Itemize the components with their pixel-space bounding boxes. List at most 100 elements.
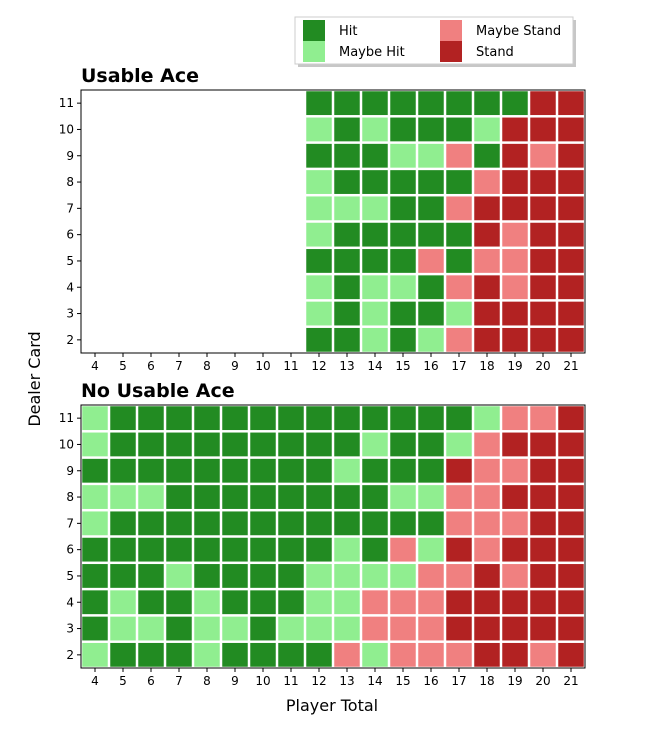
heatmap-cell xyxy=(558,511,584,536)
heatmap-cell xyxy=(418,117,444,142)
heatmap-cell xyxy=(362,275,388,300)
heatmap-cell xyxy=(166,616,192,641)
heatmap-cell xyxy=(306,590,332,615)
y-tick-label: 7 xyxy=(66,201,74,215)
heatmap-cell xyxy=(110,458,136,483)
heatmap-cell xyxy=(418,301,444,326)
heatmap-cell xyxy=(418,196,444,221)
heatmap-cell xyxy=(558,170,584,194)
heatmap-cell xyxy=(418,249,444,273)
heatmap-cell xyxy=(446,642,472,667)
y-tick-label: 3 xyxy=(66,622,74,636)
heatmap-cell xyxy=(278,458,304,483)
heatmap-cell xyxy=(390,458,416,483)
heatmap-cell xyxy=(166,590,192,615)
heatmap-cell xyxy=(530,170,556,194)
heatmap-cell xyxy=(250,537,276,562)
heatmap-cell xyxy=(278,537,304,562)
heatmap-cell xyxy=(306,327,332,352)
x-tick-label: 16 xyxy=(423,674,438,688)
heatmap-cell xyxy=(558,432,584,457)
heatmap-cell xyxy=(334,616,360,641)
heatmap-cell xyxy=(110,511,136,536)
heatmap-cell xyxy=(362,143,388,168)
heatmap-cell xyxy=(110,590,136,615)
heatmap-cell xyxy=(306,485,332,509)
heatmap-cell xyxy=(306,301,332,326)
heatmap-cell xyxy=(250,406,276,431)
heatmap-cell xyxy=(418,432,444,457)
heatmap-cell xyxy=(446,406,472,431)
x-tick-label: 6 xyxy=(147,359,155,373)
heatmap-cell xyxy=(306,275,332,300)
heatmap-cell xyxy=(530,327,556,352)
heatmap-cell xyxy=(558,485,584,509)
heatmap-cell xyxy=(390,170,416,194)
heatmap-cell xyxy=(418,590,444,615)
heatmap-cell xyxy=(446,91,472,116)
heatmap-cell xyxy=(502,537,528,562)
heatmap-cell xyxy=(502,406,528,431)
x-tick-label: 13 xyxy=(339,359,354,373)
x-tick-label: 12 xyxy=(311,674,326,688)
heatmap-cell xyxy=(530,642,556,667)
heatmap-cell xyxy=(558,222,584,247)
x-tick-label: 19 xyxy=(507,674,522,688)
heatmap-cell xyxy=(530,616,556,641)
heatmap-cell xyxy=(82,511,108,536)
heatmap-cell xyxy=(530,406,556,431)
heatmap-cell xyxy=(222,564,248,588)
x-tick-label: 4 xyxy=(91,674,99,688)
heatmap-cell xyxy=(558,458,584,483)
x-axis-label: Player Total xyxy=(286,696,378,715)
y-tick-label: 11 xyxy=(59,411,74,425)
heatmap-cell xyxy=(530,143,556,168)
heatmap-cell xyxy=(278,511,304,536)
heatmap-cell xyxy=(530,249,556,273)
heatmap-cell xyxy=(446,249,472,273)
heatmap-cell xyxy=(418,458,444,483)
heatmap-cell xyxy=(194,616,220,641)
heatmap-cell xyxy=(166,406,192,431)
heatmap-cell xyxy=(558,117,584,142)
legend-swatch xyxy=(440,41,462,62)
heatmap-cell xyxy=(558,406,584,431)
heatmap-cell xyxy=(362,91,388,116)
plot-border xyxy=(80,89,586,354)
legend-label: Maybe Hit xyxy=(339,45,405,60)
heatmap-cell xyxy=(418,616,444,641)
heatmap-cell xyxy=(530,91,556,116)
heatmap-cell xyxy=(278,485,304,509)
heatmap-cell xyxy=(306,642,332,667)
heatmap-cell xyxy=(390,616,416,641)
heatmap-cell xyxy=(362,301,388,326)
heatmap-cell xyxy=(362,117,388,142)
heatmap-cell xyxy=(334,432,360,457)
heatmap-cell xyxy=(502,143,528,168)
heatmap-cell xyxy=(334,196,360,221)
heatmap-cell xyxy=(418,564,444,588)
heatmap-cell xyxy=(362,458,388,483)
heatmap-cell xyxy=(558,564,584,588)
x-tick-label: 21 xyxy=(563,359,578,373)
heatmap-cell xyxy=(250,642,276,667)
heatmap-cell xyxy=(474,537,500,562)
heatmap-cell xyxy=(390,590,416,615)
x-tick-label: 21 xyxy=(563,674,578,688)
heatmap-cell xyxy=(418,327,444,352)
heatmap-cell xyxy=(82,458,108,483)
heatmap-cell xyxy=(446,485,472,509)
heatmap-cell xyxy=(502,170,528,194)
heatmap-cell xyxy=(306,143,332,168)
x-tick-label: 4 xyxy=(91,359,99,373)
heatmap-cell xyxy=(530,432,556,457)
y-tick-label: 2 xyxy=(66,648,74,662)
heatmap-cell xyxy=(474,117,500,142)
heatmap-cell xyxy=(390,222,416,247)
heatmap-cell xyxy=(474,249,500,273)
heatmap-cell xyxy=(474,511,500,536)
heatmap-cell xyxy=(334,458,360,483)
heatmap-cell xyxy=(138,485,164,509)
plot-border xyxy=(80,404,586,669)
panel-title-usable-ace: Usable Ace xyxy=(81,65,199,87)
